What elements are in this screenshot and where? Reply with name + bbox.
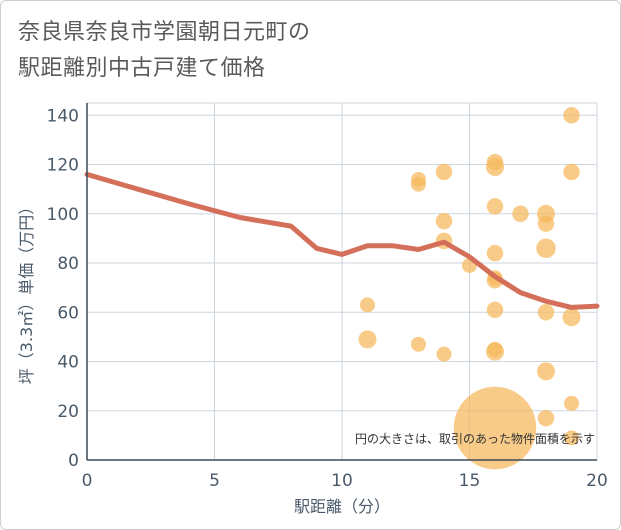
y-axis-label: 坪（3.3㎡）単価（万円） xyxy=(17,199,36,384)
tick-labels: 0 5 10 15 20 0 20 40 60 80 100 120 140 xyxy=(47,106,608,491)
data-point xyxy=(537,362,555,381)
data-point xyxy=(411,176,426,192)
chart-title: 奈良県奈良市学園朝日元町の 駅距離別中古戸建て価格 xyxy=(18,15,311,87)
data-point xyxy=(435,163,453,181)
size-note: 円の大きさは、取引のあった物件面積を示す xyxy=(355,431,595,446)
y-tick-label: 120 xyxy=(47,156,79,176)
x-tick-label: 5 xyxy=(209,471,220,491)
data-point xyxy=(537,409,555,427)
data-point xyxy=(411,336,426,352)
y-tick-label: 60 xyxy=(57,303,79,323)
y-tick-label: 40 xyxy=(57,353,79,373)
data-point xyxy=(436,346,452,362)
chart-title-line-2: 駅距離別中古戸建て価格 xyxy=(18,56,266,81)
data-point xyxy=(486,301,504,319)
data-point xyxy=(360,297,375,313)
y-tick-label: 0 xyxy=(68,451,79,471)
chart-title-line-1: 奈良県奈良市学園朝日元町の xyxy=(18,20,311,45)
data-point xyxy=(564,430,579,446)
data-point xyxy=(453,386,537,470)
axes xyxy=(86,103,597,461)
data-point xyxy=(486,244,504,262)
data-point xyxy=(563,107,580,124)
x-tick-label: 10 xyxy=(331,471,353,491)
data-point xyxy=(512,205,529,223)
x-tick-label: 0 xyxy=(82,471,93,491)
data-point xyxy=(486,198,504,215)
data-point xyxy=(562,308,581,327)
y-tick-label: 20 xyxy=(57,402,79,422)
y-tick-label: 140 xyxy=(47,106,79,126)
data-point xyxy=(537,304,555,321)
data-point xyxy=(435,212,453,230)
data-point xyxy=(537,215,555,232)
y-tick-label: 100 xyxy=(47,205,79,225)
data-point xyxy=(486,342,504,361)
data-point xyxy=(358,330,377,349)
data-bubbles xyxy=(358,107,581,470)
data-point xyxy=(564,395,579,411)
x-tick-label: 20 xyxy=(586,471,608,491)
data-point xyxy=(486,158,504,177)
data-point xyxy=(563,163,580,181)
trend-line xyxy=(84,171,600,310)
y-tick-label: 80 xyxy=(57,254,79,274)
data-point xyxy=(536,238,556,259)
x-axis-label: 駅距離（分） xyxy=(294,497,390,516)
x-tick-label: 15 xyxy=(459,471,481,491)
